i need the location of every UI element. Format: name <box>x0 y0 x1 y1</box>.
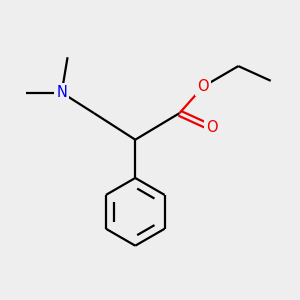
Text: N: N <box>56 85 67 100</box>
Text: O: O <box>206 120 218 135</box>
Text: O: O <box>197 79 209 94</box>
